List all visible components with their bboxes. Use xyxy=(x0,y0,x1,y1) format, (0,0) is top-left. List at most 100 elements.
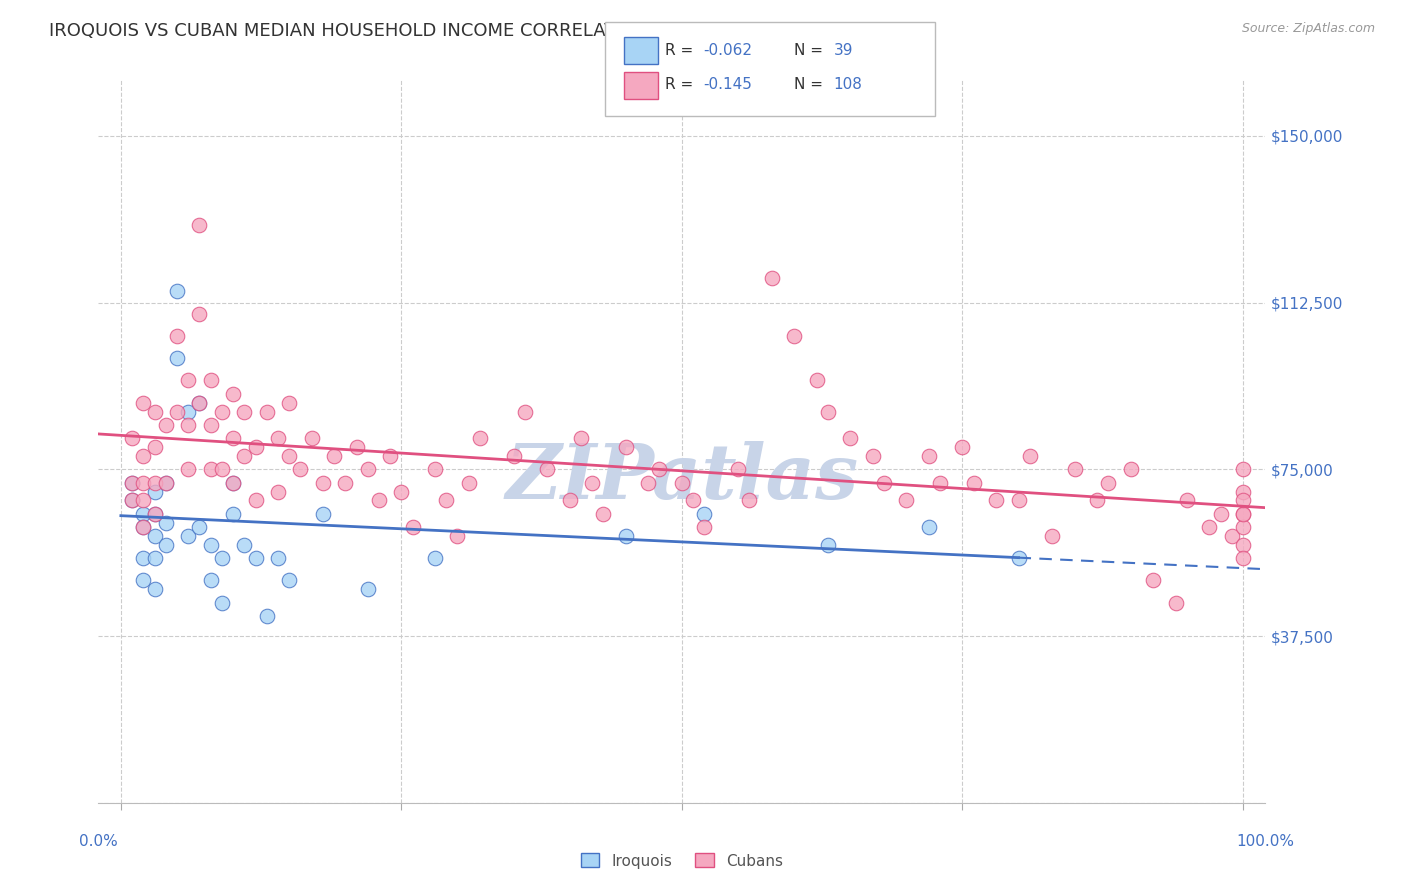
Point xyxy=(918,520,941,534)
Point xyxy=(256,404,278,418)
Point xyxy=(267,484,290,499)
Point xyxy=(1119,462,1142,476)
Point xyxy=(434,493,457,508)
Point xyxy=(132,551,155,566)
Point xyxy=(200,462,222,476)
Point xyxy=(278,395,301,409)
Point xyxy=(693,507,716,521)
Point xyxy=(121,493,143,508)
Point xyxy=(1007,551,1029,566)
Point xyxy=(143,582,166,597)
Point xyxy=(177,417,200,432)
Point xyxy=(256,609,278,624)
Point xyxy=(211,596,233,610)
Point xyxy=(738,493,761,508)
Point xyxy=(502,449,524,463)
Point xyxy=(177,529,200,543)
Point xyxy=(200,417,222,432)
Point xyxy=(143,507,166,521)
Point xyxy=(1220,529,1243,543)
Point xyxy=(211,404,233,418)
Point xyxy=(389,484,412,499)
Point xyxy=(143,529,166,543)
Point xyxy=(817,538,839,552)
Point xyxy=(1063,462,1085,476)
Point xyxy=(188,218,211,232)
Point xyxy=(245,440,267,454)
Point xyxy=(222,386,245,401)
Point xyxy=(637,475,659,490)
Point xyxy=(457,475,479,490)
Point xyxy=(188,307,211,321)
Point xyxy=(335,475,357,490)
Point xyxy=(648,462,671,476)
Point xyxy=(278,449,301,463)
Text: -0.062: -0.062 xyxy=(703,44,752,58)
Point xyxy=(132,395,155,409)
Point xyxy=(132,520,155,534)
Point xyxy=(727,462,749,476)
Point xyxy=(929,475,952,490)
Point xyxy=(233,449,256,463)
Point xyxy=(188,520,211,534)
Point xyxy=(581,475,603,490)
Point xyxy=(200,538,222,552)
Text: R =: R = xyxy=(665,78,699,92)
Point xyxy=(121,493,143,508)
Point xyxy=(143,475,166,490)
Point xyxy=(1142,574,1164,588)
Point xyxy=(166,404,188,418)
Point xyxy=(312,475,335,490)
Point xyxy=(1232,538,1254,552)
Point xyxy=(166,329,188,343)
Point xyxy=(121,431,143,445)
Point xyxy=(569,431,592,445)
Point xyxy=(188,395,211,409)
Point xyxy=(1018,449,1040,463)
Point xyxy=(536,462,558,476)
Point xyxy=(267,431,290,445)
Point xyxy=(211,462,233,476)
Point xyxy=(143,440,166,454)
Point xyxy=(873,475,896,490)
Point xyxy=(614,529,637,543)
Point xyxy=(132,493,155,508)
Point xyxy=(817,404,839,418)
Text: R =: R = xyxy=(665,44,699,58)
Point xyxy=(188,395,211,409)
Point xyxy=(1175,493,1198,508)
Point xyxy=(468,431,491,445)
Point xyxy=(862,449,884,463)
Point xyxy=(143,404,166,418)
Text: 100.0%: 100.0% xyxy=(1236,834,1295,849)
Point xyxy=(211,551,233,566)
Point xyxy=(312,507,335,521)
Point xyxy=(614,440,637,454)
Point xyxy=(558,493,581,508)
Point xyxy=(155,516,177,530)
Point xyxy=(1085,493,1108,508)
Point xyxy=(1232,462,1254,476)
Point xyxy=(401,520,423,534)
Point xyxy=(323,449,346,463)
Point xyxy=(1232,520,1254,534)
Point xyxy=(671,475,693,490)
Point xyxy=(222,475,245,490)
Point xyxy=(222,431,245,445)
Text: N =: N = xyxy=(794,78,828,92)
Text: Source: ZipAtlas.com: Source: ZipAtlas.com xyxy=(1241,22,1375,36)
Point xyxy=(166,351,188,366)
Point xyxy=(962,475,984,490)
Point xyxy=(155,475,177,490)
Point xyxy=(132,449,155,463)
Point xyxy=(132,475,155,490)
Point xyxy=(1232,507,1254,521)
Point xyxy=(423,551,446,566)
Point xyxy=(278,574,301,588)
Point xyxy=(952,440,974,454)
Point xyxy=(513,404,536,418)
Point xyxy=(346,440,368,454)
Legend: Iroquois, Cubans: Iroquois, Cubans xyxy=(575,847,789,875)
Point xyxy=(357,582,380,597)
Point xyxy=(155,538,177,552)
